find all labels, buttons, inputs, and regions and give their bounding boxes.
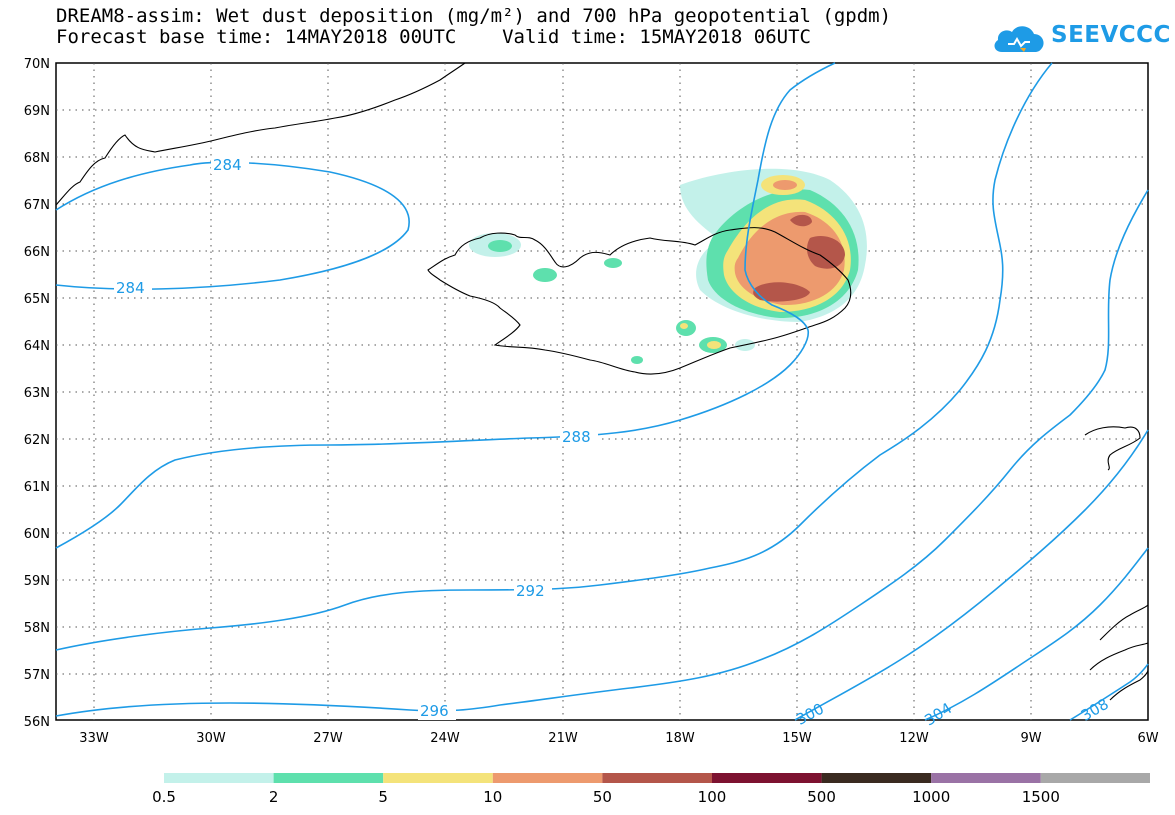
coastlines [55, 62, 1149, 701]
lon-label: 18W [665, 731, 695, 746]
faroe-islands [1084, 426, 1141, 471]
legend-label: 0.5 [152, 788, 176, 806]
dust-patch-south-4 [631, 356, 643, 364]
legend-swatch [712, 773, 822, 783]
contour-304 [924, 547, 1149, 721]
map-title: DREAM8-assim: Wet dust deposition (mg/m²… [56, 5, 892, 27]
contour-308 [1069, 663, 1149, 721]
iceland-coast [427, 227, 852, 375]
contour-284-closed [55, 161, 410, 290]
lon-label: 21W [548, 731, 578, 746]
lat-label: 59N [24, 574, 50, 589]
legend-label: 5 [378, 788, 388, 806]
dust-level-10 [734, 211, 845, 306]
contour-label-296: 296 [420, 702, 449, 720]
lat-label: 70N [24, 57, 50, 72]
dust-patch-west-2 [533, 268, 557, 282]
longitude-labels: 33W 30W 27W 24W 21W 18W 15W 12W 9W 6W [79, 731, 1158, 746]
dust-level-50c [790, 214, 812, 227]
lon-label: 15W [782, 731, 812, 746]
legend-swatch [383, 773, 493, 783]
legend-swatch [931, 773, 1041, 783]
legend-swatch [602, 773, 712, 783]
legend-swatch [821, 773, 932, 783]
lat-label: 57N [24, 668, 50, 683]
dust-patch-south-1-core [707, 341, 721, 349]
dust-patch-north-core [773, 180, 797, 190]
scotland-coast [1089, 604, 1149, 701]
logo [994, 26, 1044, 52]
lon-label: 6W [1137, 731, 1158, 746]
lat-label: 60N [24, 527, 50, 542]
map-subtitle: Forecast base time: 14MAY2018 00UTC Vali… [56, 26, 811, 48]
lon-label: 33W [79, 731, 109, 746]
lat-label: 67N [24, 198, 50, 213]
dust-patch-west-1-core [488, 240, 512, 252]
lon-label: 12W [899, 731, 929, 746]
contour-label-284-north: 284 [213, 156, 242, 174]
contour-292 [55, 62, 1053, 651]
legend-labels: 0.5 2 5 10 50 100 500 1000 1500 [152, 788, 1060, 806]
legend-label: 500 [807, 788, 836, 806]
lat-label: 63N [24, 386, 50, 401]
contour-300 [794, 429, 1149, 721]
legend-swatch [1040, 773, 1150, 783]
lon-label: 27W [313, 731, 343, 746]
greenland-coast [55, 62, 466, 206]
legend-label: 1500 [1022, 788, 1060, 806]
dust-level-50b [753, 282, 810, 302]
lat-label: 58N [24, 621, 50, 636]
lat-label: 65N [24, 292, 50, 307]
lat-label: 64N [24, 339, 50, 354]
dust-patch-west-3 [604, 258, 622, 268]
lat-label: 62N [24, 433, 50, 448]
legend-swatch [164, 773, 274, 783]
lat-label: 66N [24, 245, 50, 260]
legend-label: 100 [698, 788, 727, 806]
contour-label-288: 288 [562, 428, 591, 446]
contour-label-284-south: 284 [116, 279, 145, 297]
dust-level-50a [807, 235, 845, 269]
legend-swatch [273, 773, 384, 783]
geopotential-contours [55, 62, 1149, 721]
lon-label: 9W [1020, 731, 1041, 746]
dust-patch-south-2-core [680, 323, 688, 329]
lat-label: 61N [24, 480, 50, 495]
contour-label-292: 292 [516, 582, 545, 600]
legend-label: 2 [269, 788, 279, 806]
lon-label: 24W [430, 731, 460, 746]
logo-text: SEEVCCC [1051, 22, 1171, 48]
lat-label: 68N [24, 151, 50, 166]
legend-colorbar [164, 773, 1150, 783]
legend-label: 1000 [912, 788, 950, 806]
legend-label: 50 [593, 788, 612, 806]
lat-label: 69N [24, 104, 50, 119]
contour-296 [55, 189, 1149, 717]
lon-label: 30W [196, 731, 226, 746]
lat-label: 56N [24, 715, 50, 730]
legend-swatch [492, 773, 603, 783]
cloud-icon [994, 26, 1044, 52]
contour-288 [55, 62, 836, 549]
latitude-labels: 70N 69N 68N 67N 66N 65N 64N 63N 62N 61N … [24, 57, 50, 730]
legend-label: 10 [483, 788, 502, 806]
